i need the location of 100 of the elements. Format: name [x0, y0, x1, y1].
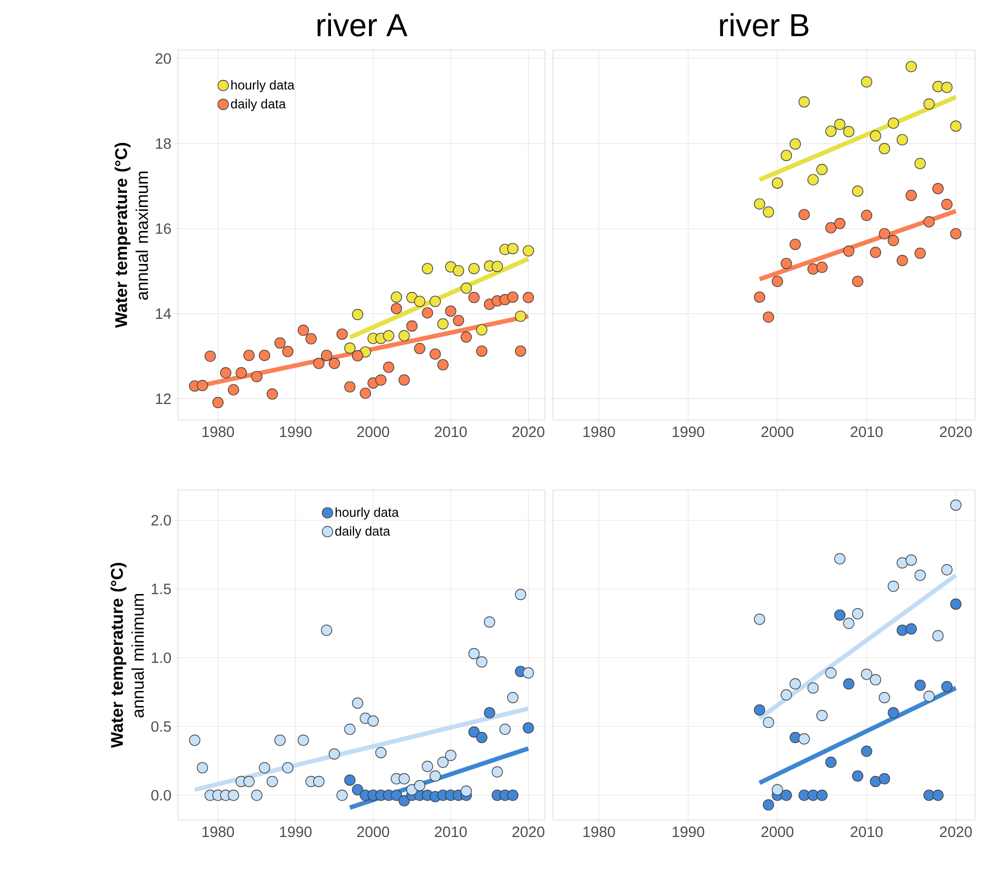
point	[390, 790, 402, 801]
point	[522, 292, 534, 304]
point	[344, 342, 356, 354]
point	[888, 707, 900, 718]
point	[941, 564, 953, 576]
point	[790, 732, 801, 744]
point	[298, 324, 309, 336]
y-tick-label: 20	[156, 53, 171, 64]
point	[852, 276, 864, 287]
point	[452, 314, 464, 326]
point	[476, 732, 488, 744]
point	[914, 158, 926, 170]
x-tick-label: 2020	[940, 426, 972, 438]
x-tick-label: 2000	[762, 426, 794, 438]
point	[360, 388, 372, 399]
point	[328, 358, 340, 370]
point	[422, 760, 434, 772]
point	[914, 570, 926, 581]
point	[274, 337, 286, 349]
point	[383, 330, 394, 342]
point	[906, 190, 917, 202]
point	[228, 790, 240, 801]
x-tick-label: 2010	[434, 426, 467, 438]
point	[825, 667, 837, 678]
point	[507, 291, 518, 303]
point	[492, 766, 503, 778]
point	[870, 130, 882, 142]
point	[888, 234, 900, 246]
point	[870, 246, 882, 258]
point	[368, 715, 379, 727]
point	[320, 624, 332, 636]
point	[398, 795, 410, 806]
y-tick-label: 2.0	[151, 514, 171, 526]
point	[878, 143, 890, 154]
x-tick-label: 2000	[357, 426, 390, 438]
y-tick-label: 12	[156, 394, 171, 404]
point	[754, 198, 766, 210]
point	[772, 784, 784, 796]
point	[834, 218, 846, 230]
x-tick-label: 1980	[202, 426, 234, 438]
point	[772, 177, 784, 189]
point	[492, 260, 503, 272]
point	[923, 216, 935, 228]
point	[870, 674, 882, 686]
point	[906, 554, 917, 566]
point	[282, 762, 294, 774]
point	[507, 692, 518, 704]
point	[816, 164, 828, 176]
point	[816, 262, 828, 273]
point	[825, 126, 837, 137]
point	[344, 774, 356, 786]
point	[445, 305, 456, 317]
point	[807, 174, 819, 186]
point	[754, 704, 766, 716]
point	[352, 308, 364, 320]
point	[452, 265, 464, 276]
point	[228, 384, 240, 396]
x-tick-label: 1990	[672, 426, 704, 438]
point	[468, 292, 480, 304]
point	[896, 557, 908, 568]
point	[906, 623, 917, 634]
point	[398, 773, 410, 784]
point	[328, 748, 340, 760]
point	[834, 609, 846, 621]
point	[522, 667, 534, 678]
point	[484, 616, 496, 628]
point	[196, 762, 208, 774]
point	[336, 790, 348, 801]
point	[762, 716, 774, 728]
point	[825, 756, 837, 768]
point	[344, 381, 356, 392]
point	[852, 186, 864, 197]
point	[266, 388, 278, 400]
point	[460, 331, 472, 343]
x-tick-label: 2010	[434, 826, 467, 838]
point	[266, 776, 278, 788]
point	[762, 311, 774, 323]
point	[950, 598, 962, 610]
point	[476, 656, 488, 668]
legend-label: daily data	[335, 526, 390, 538]
point	[825, 222, 837, 234]
point	[852, 770, 864, 782]
point	[437, 756, 449, 768]
point	[798, 733, 810, 744]
point	[422, 307, 434, 318]
point	[941, 198, 953, 210]
point	[258, 350, 270, 361]
point	[860, 668, 872, 680]
point	[896, 624, 908, 636]
point	[189, 734, 200, 746]
point	[320, 350, 332, 361]
point	[772, 276, 784, 287]
point	[896, 254, 908, 266]
point	[807, 263, 819, 275]
point	[754, 614, 766, 625]
point	[834, 553, 846, 564]
point	[282, 346, 294, 358]
point	[414, 342, 426, 354]
point	[468, 262, 480, 274]
point	[352, 784, 364, 796]
